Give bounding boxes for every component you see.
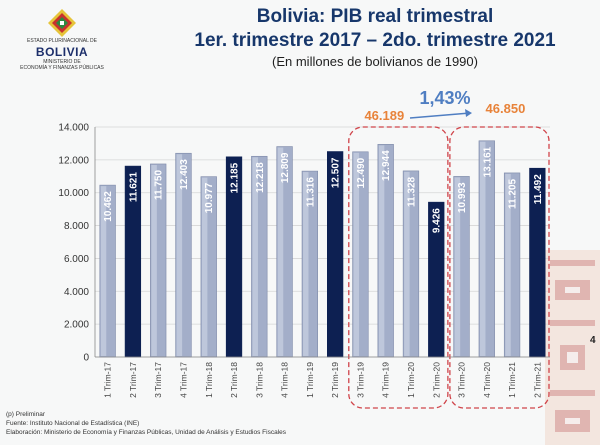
y-tick-label: 8.000	[64, 221, 89, 232]
bar-value-label: 11.328	[406, 176, 417, 206]
chart-title: Bolivia: PIB real trimestral	[256, 6, 494, 27]
bar-highlight	[277, 147, 284, 356]
bar-value-label: 9.426	[432, 208, 443, 233]
bar-value-label: 10.977	[204, 182, 215, 213]
bar-value-label: 13.161	[482, 146, 493, 177]
footer-elaboration: Elaboración: Ministerio de Economía y Fi…	[6, 429, 286, 436]
bar-highlight	[100, 186, 107, 356]
y-tick-label: 2.000	[64, 320, 89, 331]
ministry-logo: ESTADO PLURINACIONAL DE BOLIVIA MINISTER…	[14, 8, 110, 86]
group-sum-label: 46.189	[364, 108, 404, 123]
logo-ministry-line1: MINISTERIO DE	[43, 59, 81, 65]
bar-highlight	[303, 172, 309, 356]
bar-highlight	[201, 177, 208, 356]
bar-value-label: 10.462	[103, 191, 114, 222]
bar-value-label: 12.403	[179, 159, 190, 190]
x-category-label: 2 Trim-17	[128, 362, 138, 398]
bar-value-label: 11.492	[533, 174, 544, 204]
x-category-label: 3 Trim-17	[153, 362, 163, 398]
bar-highlight	[404, 171, 410, 356]
bar-value-label: 12.507	[331, 157, 342, 188]
x-category-label: 4 Trim-20	[482, 362, 492, 398]
bar-value-label: 11.205	[508, 178, 519, 208]
footer-source: Fuente: Instituto Nacional de Estadístic…	[6, 420, 140, 427]
chart-title-line2: 1er. trimestre 2017 – 2do. trimestre 202…	[194, 30, 556, 51]
x-category-label: 4 Trim-17	[178, 362, 188, 398]
logo-name: BOLIVIA	[35, 45, 89, 59]
coat-of-arms-icon	[48, 9, 76, 37]
x-category-label: 3 Trim-18	[254, 362, 264, 398]
chart-subtitle: (En millones de bolivianos de 1990)	[272, 54, 478, 69]
bar-highlight	[454, 177, 461, 356]
bar-value-label: 12.809	[280, 152, 291, 183]
x-category-label: 1 Trim-19	[305, 362, 315, 398]
bar-value-label: 11.316	[305, 177, 316, 207]
highlight-box	[449, 126, 550, 409]
x-category-label: 1 Trim-18	[204, 362, 214, 398]
y-tick-label: 14.000	[58, 123, 89, 134]
bar-value-label: 11.621	[128, 172, 139, 202]
x-category-label: 2 Trim-21	[532, 362, 542, 398]
bar-value-label: 12.185	[230, 162, 241, 193]
growth-arrow	[409, 112, 471, 119]
x-category-label: 1 Trim-21	[507, 362, 517, 398]
highlight-box	[348, 126, 449, 409]
y-tick-label: 4.000	[64, 287, 89, 298]
y-tick-label: 12.000	[58, 155, 89, 166]
bar-highlight	[176, 154, 183, 356]
x-category-label: 3 Trim-19	[355, 362, 365, 398]
bar-highlight	[378, 145, 385, 356]
x-category-label: 4 Trim-18	[280, 362, 290, 398]
bar-highlight	[353, 152, 360, 356]
bar-value-label: 12.944	[381, 150, 392, 181]
growth-arrowhead	[465, 109, 472, 117]
group-sum-label: 46.850	[486, 101, 526, 116]
y-tick-label: 6.000	[64, 254, 89, 265]
x-category-label: 4 Trim-19	[381, 362, 391, 398]
growth-annotation: 1,43%	[419, 88, 470, 108]
bar-highlight	[479, 141, 486, 356]
bar-highlight	[505, 173, 511, 356]
x-category-label: 1 Trim-17	[103, 362, 113, 398]
y-tick-label: 0	[83, 353, 89, 364]
bar-value-label: 11.750	[154, 170, 165, 200]
bar-value-label: 12.490	[356, 157, 367, 188]
bar-highlight	[151, 164, 157, 356]
footer-note: (p) Preliminar	[6, 411, 46, 418]
x-category-label: 1 Trim-20	[406, 362, 416, 398]
x-category-label: 2 Trim-20	[431, 362, 441, 398]
bar-value-label: 10.993	[457, 182, 468, 213]
x-category-label: 2 Trim-18	[229, 362, 239, 398]
x-category-label: 3 Trim-20	[457, 362, 467, 398]
bar-highlight	[252, 157, 258, 356]
logo-top-text: ESTADO PLURINACIONAL DE	[26, 38, 97, 44]
bar-value-label: 12.218	[255, 162, 266, 193]
logo-ministry-line2: ECONOMÍA Y FINANZAS PÚBLICAS	[20, 65, 104, 71]
textile-decoration	[545, 250, 600, 445]
bar-chart: 1,43% 46.189 46.850 10.462 11.621 11.750 12.…	[58, 88, 550, 409]
footer-notes: (p) Preliminar Fuente: Instituto Naciona…	[6, 410, 286, 437]
y-tick-label: 10.000	[58, 188, 89, 199]
x-category-label: 2 Trim-19	[330, 362, 340, 398]
page-number: 4	[590, 335, 596, 346]
